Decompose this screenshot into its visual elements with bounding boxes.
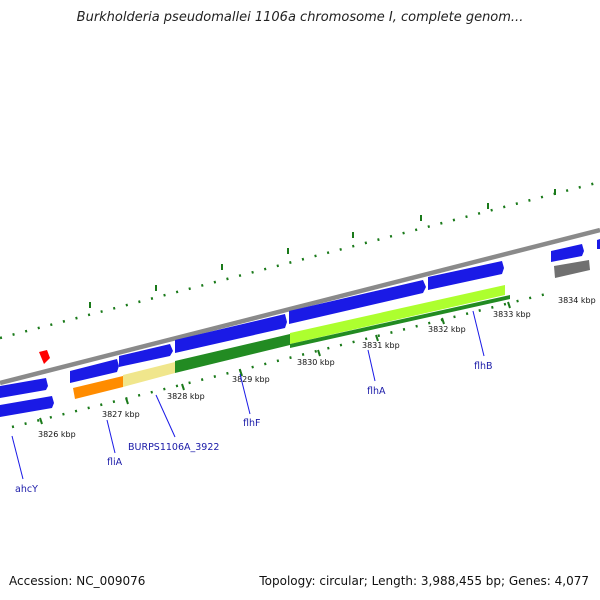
dark-green-feature[interactable] [175, 334, 290, 373]
light-green-feature[interactable] [290, 285, 505, 344]
gene-label-ahcy[interactable]: ahcY [15, 484, 38, 495]
gene-label-burps1106a-3922[interactable]: BURPS1106A_3922 [128, 442, 219, 453]
gene-label-flhf[interactable]: flhF [243, 418, 260, 429]
feature-track [73, 260, 590, 399]
ruler-label: 3829 kbp [232, 375, 270, 384]
genome-stats-label: Topology: circular; Length: 3,988,455 bp… [259, 574, 589, 588]
cds-arrow[interactable] [551, 244, 584, 262]
ruler-label: 3830 kbp [297, 358, 335, 367]
gray-feature[interactable] [554, 260, 590, 278]
map-title: Burkholderia pseudomallei 1106a chromoso… [76, 10, 524, 25]
ruler-label: 3832 kbp [428, 325, 466, 334]
orange-feature[interactable] [73, 376, 123, 399]
cds-arrow[interactable] [175, 314, 287, 353]
cds-arrow[interactable] [119, 344, 173, 367]
ruler-label: 3834 kbp [558, 296, 596, 305]
genome-backbone [0, 227, 600, 386]
ruler-label: 3826 kbp [38, 430, 76, 439]
cds-arrow[interactable] [70, 359, 119, 383]
gene-label-flia[interactable]: fliA [107, 457, 123, 468]
dark-green-feature[interactable] [290, 295, 510, 348]
gene-label-leaders [11, 310, 485, 480]
inner-tick-dots [11, 291, 551, 429]
cds-track [0, 239, 600, 417]
ruler-label: 3828 kbp [167, 392, 205, 401]
cds-arrow[interactable] [0, 396, 54, 417]
accession-label: Accession: NC_009076 [9, 574, 146, 588]
major-ticks [39, 301, 511, 425]
gene-labels: ahcY fliA BURPS1106A_3922 flhF flhA flhB [15, 361, 493, 495]
outer-major-ticks [89, 189, 556, 308]
ruler-label: 3833 kbp [493, 310, 531, 319]
gene-label-flhb[interactable]: flhB [474, 361, 493, 372]
pale-yellow-feature[interactable] [123, 362, 175, 387]
cds-arrow[interactable] [597, 239, 600, 249]
cds-arrow[interactable] [0, 378, 48, 398]
cds-arrow[interactable] [289, 280, 426, 324]
ruler-label: 3827 kbp [102, 410, 140, 419]
cds-arrow[interactable] [428, 261, 504, 290]
gene-label-flha[interactable]: flhA [367, 386, 386, 397]
red-marker[interactable] [39, 350, 50, 364]
ruler-label: 3831 kbp [362, 341, 400, 350]
ruler-labels: 3826 kbp 3827 kbp 3828 kbp 3829 kbp 3830… [38, 296, 596, 439]
